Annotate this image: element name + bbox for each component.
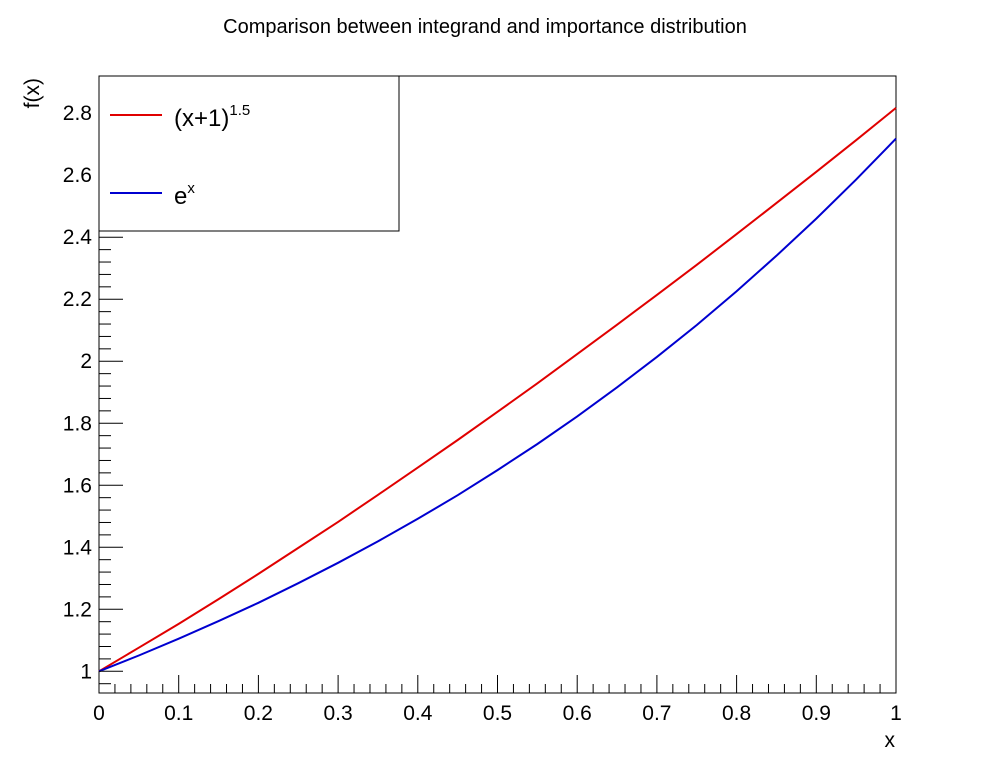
legend-box (98, 75, 400, 232)
y-tick-label: 2.2 (63, 288, 92, 311)
x-tick-label: 0.9 (802, 702, 831, 725)
x-tick-label: 0 (93, 702, 105, 725)
x-tick-label: 0.1 (164, 702, 193, 725)
x-tick-label: 0.4 (403, 702, 433, 725)
y-tick-label: 2.4 (63, 226, 93, 249)
x-tick-label: 0.5 (483, 702, 512, 725)
x-tick-label: 0.6 (563, 702, 592, 725)
y-tick-label: 2.6 (63, 164, 92, 187)
y-tick-label: 1.6 (63, 474, 92, 497)
y-tick-label: 1.2 (63, 598, 92, 621)
y-tick-label: 1.8 (63, 412, 92, 435)
y-tick-label: 2.8 (63, 102, 92, 125)
x-tick-label: 1 (890, 702, 902, 725)
legend: (x+1)1.5 ex (98, 75, 400, 232)
legend-label-0: (x+1)1.5 (174, 102, 250, 132)
y-tick-label: 2 (80, 350, 92, 373)
x-axis-label: x (885, 729, 896, 752)
x-tick-label: 0.2 (244, 702, 273, 725)
x-tick-label: 0.3 (323, 702, 352, 725)
legend-label-1: ex (174, 180, 195, 210)
x-tick-label: 0.7 (642, 702, 671, 725)
series-line-1 (98, 137, 897, 673)
y-tick-label: 1 (80, 660, 92, 683)
x-tick-label: 0.8 (722, 702, 751, 725)
y-tick-label: 1.4 (63, 536, 93, 559)
chart-title: Comparison between integrand and importa… (223, 16, 747, 38)
y-axis-label: f(x) (21, 78, 44, 108)
series-line-0 (98, 107, 897, 673)
